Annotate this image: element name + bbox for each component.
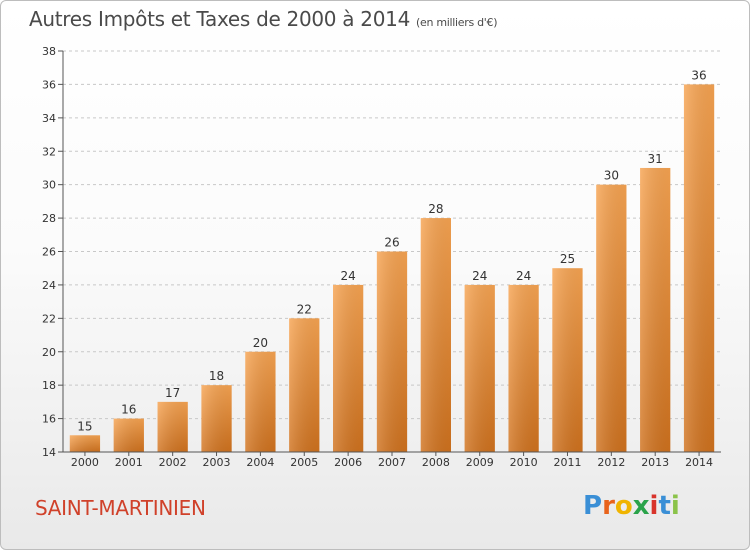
bar-shade [420,218,452,452]
logo-letter: t [658,491,671,521]
y-tick-label: 28 [42,212,56,225]
x-tick-label: 2012 [597,456,625,469]
bar-value-label: 17 [165,386,180,400]
bar-value-label: 26 [384,236,399,250]
y-axis: 14 16 18 20 22 24 26 28 30 32 34 36 38 [42,45,64,459]
x-tick-label: 2003 [203,456,231,469]
bar-value-label: 24 [340,269,355,283]
x-tick-label: 2010 [510,456,538,469]
bar-value-label: 22 [297,302,312,316]
bar-value-label: 16 [121,403,136,417]
x-tick-label: 2001 [115,456,143,469]
y-tick-label: 24 [42,279,56,292]
y-tick-label: 30 [42,179,56,192]
city-name: SAINT-MARTINIEN [35,496,206,520]
proxiti-logo: Proxiti [583,491,680,521]
bar-shade [245,351,276,452]
x-tick-label: 2013 [641,456,669,469]
bar-shade [640,167,671,453]
x-axis: 2000 2001 2002 2003 2004 2005 2006 2007 2008 2009… [63,451,721,469]
x-tick-label: 2000 [71,456,99,469]
y-tick-label: 26 [42,246,56,259]
logo-letter: P [583,491,603,521]
y-tick-label: 34 [42,112,56,125]
y-tick-label: 14 [42,446,56,459]
bar-value-label: 15 [77,419,92,433]
x-tick-label: 2007 [378,456,406,469]
x-tick-label: 2006 [334,456,362,469]
x-tick-label: 2008 [422,456,450,469]
bar-shade [69,435,101,452]
title-unit: (en milliers d'€) [416,16,498,29]
bar-shade [464,284,495,452]
y-tick-label: 32 [42,145,56,158]
logo-letter: i [649,491,659,521]
chart-title: Autres Impôts et Taxes de 2000 à 2014 (en… [29,7,497,31]
bar-shade [508,284,539,452]
bar-value-label: 18 [209,369,224,383]
y-tick-label: 18 [42,379,56,392]
x-tick-label: 2002 [159,456,187,469]
bar-value-label: 30 [604,169,619,183]
bars [69,84,715,453]
y-tick-label: 36 [42,78,56,91]
x-tick-label: 2005 [290,456,318,469]
bar-shade [332,284,364,452]
x-tick-label: 2014 [685,456,713,469]
bar-value-label: 25 [560,252,575,266]
bar-value-label: 36 [691,68,706,82]
x-tick-label: 2004 [246,456,274,469]
logo-letter: x [632,491,650,521]
y-tick-label: 22 [42,312,56,325]
x-tick-label: 2009 [466,456,494,469]
bar-shade [596,184,627,452]
bar-value-label: 24 [472,269,487,283]
y-tick-label: 16 [42,413,56,426]
bar-shade [289,318,320,452]
bar-shade [552,268,583,452]
x-tick-label: 2011 [553,456,581,469]
logo-letter: r [602,491,615,521]
bar-value-label: 28 [428,202,443,216]
bar-shade [683,84,715,453]
bar-value-label: 20 [253,336,268,350]
y-tick-label: 20 [42,346,56,359]
bar-shade [201,385,232,452]
bar-shade [157,401,188,452]
bar-value-label: 31 [648,152,663,166]
bar-shade [376,251,408,452]
y-tick-label: 38 [42,45,56,58]
bar-shade [113,418,144,452]
bar-value-label: 24 [516,269,531,283]
logo-letter: i [670,491,680,521]
logo-letter: o [614,491,633,521]
value-labels: 15 16 17 18 20 22 24 26 28 24 24 25 30 31 36 [77,68,706,433]
title-text: Autres Impôts et Taxes de 2000 à 2014 [29,7,410,31]
